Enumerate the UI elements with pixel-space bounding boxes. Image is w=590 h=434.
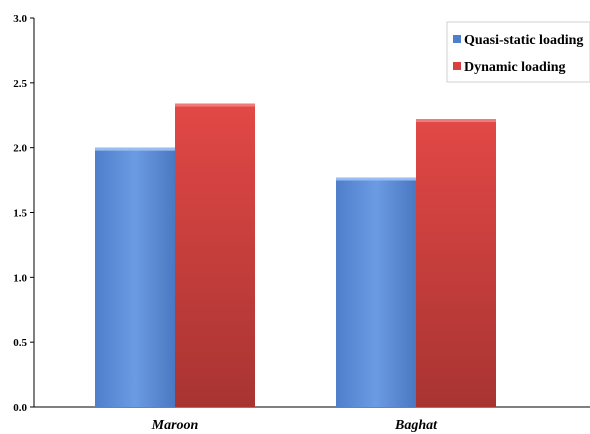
legend-swatch-dynamic	[453, 62, 461, 70]
legend-label-quasi-static: Quasi-static loading	[464, 33, 583, 48]
legend-box	[446, 21, 590, 83]
category-label: Baghat	[394, 418, 438, 433]
legend-label-dynamic: Dynamic loading	[464, 60, 566, 75]
category-labels: Maroon Baghat	[151, 418, 438, 433]
bar-top-highlight	[95, 147, 175, 151]
bars-group	[95, 103, 496, 407]
bar-top-highlight	[336, 177, 416, 181]
y-tick-label: 1.0	[13, 272, 27, 284]
bar-maroon-quasi-static	[95, 147, 175, 407]
category-label: Maroon	[151, 418, 199, 433]
bar-top-highlight	[416, 119, 496, 123]
y-tick-label: 0.5	[13, 337, 27, 349]
y-tick-label: 3.0	[13, 13, 27, 25]
bar-maroon-dynamic	[175, 103, 255, 407]
legend-swatch-quasi-static	[453, 35, 461, 43]
y-tick-label: 0.0	[13, 402, 27, 414]
legend: Quasi-static loading Dynamic loading	[446, 21, 590, 83]
bar-top-highlight	[175, 103, 255, 107]
y-axis-ticks: 0.0 0.5 1.0 1.5 2.0 2.5 3.0	[13, 13, 34, 414]
y-tick-label: 2.0	[13, 143, 27, 155]
bar-baghat-dynamic	[416, 119, 496, 407]
y-tick-label: 1.5	[13, 208, 27, 220]
bar-baghat-quasi-static	[336, 177, 416, 407]
y-tick-label: 2.5	[13, 78, 27, 90]
